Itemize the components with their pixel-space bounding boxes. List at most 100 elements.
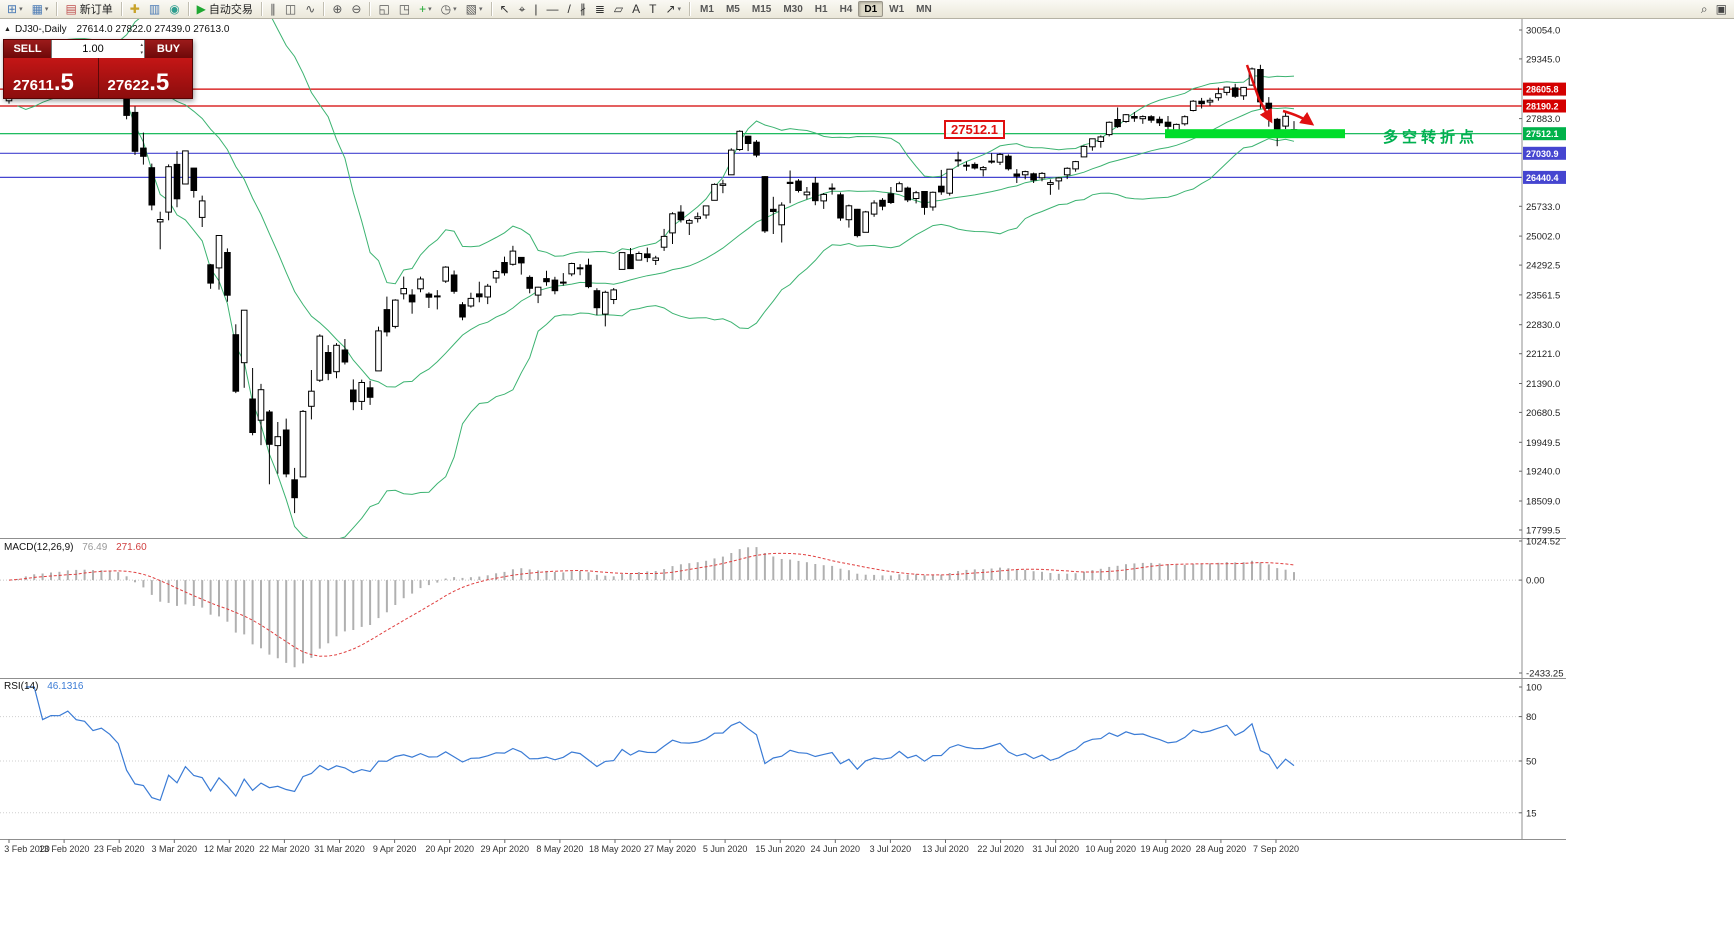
macd-main-value: 76.49 (82, 542, 108, 553)
rsi-panel[interactable]: 100 80 50 15 (0, 683, 1542, 820)
new-chart-button-dropdown-icon[interactable]: ▾ (19, 6, 23, 13)
svg-text:23 Feb 2020: 23 Feb 2020 (94, 844, 145, 854)
pivot-point-annotation[interactable]: 多空转折点 (1383, 129, 1479, 146)
expert-advisors-button[interactable]: ✚ (126, 1, 144, 18)
arrows-tool[interactable]: ↗ ▾ (661, 1, 685, 18)
line-chart-button[interactable]: ∿ (301, 1, 319, 18)
timeframe-m5-button[interactable]: M5 (725, 3, 740, 15)
svg-text:29 Apr 2020: 29 Apr 2020 (481, 844, 530, 854)
annotations-layer[interactable] (1165, 64, 1345, 139)
tile-windows-button[interactable]: ◱ (374, 1, 393, 18)
vertical-line-tool-icon: | (534, 2, 538, 16)
sell-price-frac: .5 (53, 69, 74, 97)
volume-spinner[interactable]: ▴ ▾ (140, 41, 143, 57)
indicators-button-dropdown-icon[interactable]: ▾ (428, 6, 432, 13)
buy-price[interactable]: 27622.5 (99, 58, 193, 98)
rsi-label: RSI(14) (4, 681, 39, 692)
arrows-tool-dropdown-icon[interactable]: ▾ (677, 6, 682, 13)
horizontal-line-tool[interactable]: — (542, 1, 562, 18)
price-callout-annotation[interactable]: 27512.1 (944, 120, 1005, 139)
candles-layer[interactable] (5, 49, 1298, 514)
sell-price-main: 27611 (13, 77, 54, 94)
timeframe-m1-button[interactable]: M1 (700, 3, 714, 15)
templates-button-dropdown-icon[interactable]: ▾ (479, 6, 483, 13)
svg-text:9 Apr 2020: 9 Apr 2020 (373, 844, 417, 854)
svg-text:12 Mar 2020: 12 Mar 2020 (204, 844, 255, 854)
toolbar-separator (323, 2, 325, 16)
label-tool[interactable]: T (645, 1, 660, 18)
chart-ohlc-header: DJ30-,Daily 27614.0 27822.0 27439.0 2761… (15, 24, 229, 35)
svg-text:30054.0: 30054.0 (1526, 26, 1560, 37)
new-chart-button[interactable]: ⊞ ▾ (3, 1, 27, 18)
indicators-button-icon: + (419, 2, 427, 16)
svg-text:7 Sep 2020: 7 Sep 2020 (1253, 844, 1299, 854)
svg-text:8 May 2020: 8 May 2020 (536, 844, 583, 854)
toolbar-separator (120, 2, 122, 16)
cursor-tool[interactable]: ↖ (496, 1, 514, 18)
text-tool[interactable]: A (628, 1, 644, 18)
svg-text:27 May 2020: 27 May 2020 (644, 844, 696, 854)
macd-panel[interactable]: 1024.52 0.00 -2433.25 (0, 537, 1564, 680)
spinner-down-icon[interactable]: ▾ (140, 50, 143, 56)
svg-text:13 Feb 2020: 13 Feb 2020 (39, 844, 90, 854)
search-button[interactable]: ⌕ (1697, 1, 1712, 18)
auto-trading-button[interactable]: ▶ 自动交易 (193, 1, 257, 18)
templates-button[interactable]: ▧ ▾ (462, 1, 487, 18)
text-tool-icon: A (632, 2, 641, 16)
chart-profiles-button-icon: ▦ (31, 2, 43, 16)
trendline-tool-icon: / (567, 2, 571, 16)
chart-profiles-button-dropdown-icon[interactable]: ▾ (44, 6, 49, 13)
community-button[interactable]: ▣ (1712, 1, 1731, 18)
vertical-line-tool[interactable]: | (530, 1, 541, 18)
cascade-windows-button[interactable]: ◳ (395, 1, 414, 18)
timeframe-m15-button[interactable]: M15 (751, 3, 772, 15)
timeframe-d1-button[interactable]: D1 (858, 1, 884, 17)
candlestick-chart-button[interactable]: ◫ (281, 1, 300, 18)
svg-text:-2433.25: -2433.25 (1526, 669, 1564, 680)
fibonacci-tool-icon: ≣ (594, 2, 605, 16)
sell-button[interactable]: SELL (4, 40, 51, 58)
trade-panel-divider (97, 58, 99, 98)
candlestick-chart-button-icon: ◫ (284, 2, 297, 16)
channel-tool[interactable]: ∦ (576, 1, 590, 18)
green-highlight-bar (1165, 129, 1345, 139)
svg-text:18 May 2020: 18 May 2020 (589, 844, 641, 854)
bar-chart-button[interactable]: ∥ (266, 1, 280, 18)
chart-window[interactable]: 30054.0 29345.0 27883.0 25733.0 25002.0 24292… (0, 19, 1566, 860)
fibonacci-tool[interactable]: ≣ (591, 1, 609, 18)
crosshair-tool-icon: ⌖ (518, 2, 526, 16)
one-click-trading-toggle-icon[interactable]: ▲ (4, 26, 11, 33)
timeframe-mn-button[interactable]: MN (916, 3, 932, 15)
indicators-button[interactable]: + ▾ (415, 1, 436, 18)
label-tool-icon: T (649, 2, 657, 16)
bar-chart-button-icon: ∥ (269, 2, 276, 16)
buy-button[interactable]: BUY (145, 40, 192, 58)
timeframe-h1-button[interactable]: H1 (814, 3, 828, 15)
zoom-in-button[interactable]: ⊕ (328, 1, 346, 18)
svg-text:28605.8: 28605.8 (1526, 85, 1559, 95)
zoom-out-button[interactable]: ⊖ (347, 1, 365, 18)
periods-button[interactable]: ◷ ▾ (437, 1, 461, 18)
trendline-tool[interactable]: / (563, 1, 574, 18)
auto-trading-button-icon: ▶ (196, 2, 206, 16)
shapes-tool[interactable]: ▱ (610, 1, 627, 18)
chart-profiles-button[interactable]: ▦ ▾ (28, 1, 53, 18)
panel-separators[interactable] (0, 538, 1566, 840)
timeframe-w1-button[interactable]: W1 (889, 3, 905, 15)
data-window-button[interactable]: ◉ (165, 1, 183, 18)
timeframe-h4-button[interactable]: H4 (839, 3, 853, 15)
rsi-header: RSI(14) 46.1316 (4, 681, 83, 692)
chart-list-button[interactable]: ▥ (145, 1, 164, 18)
periods-button-dropdown-icon[interactable]: ▾ (453, 6, 457, 13)
spinner-up-icon[interactable]: ▴ (140, 42, 143, 48)
volume-input[interactable] (52, 41, 144, 57)
sell-price[interactable]: 27611.5 (4, 58, 98, 98)
crosshair-tool[interactable]: ⌖ (515, 1, 530, 18)
toolbar-separator (689, 2, 691, 16)
price-axis[interactable]: 30054.0 29345.0 27883.0 25733.0 25002.0 24292… (1519, 19, 1566, 840)
chart-canvas[interactable]: 30054.0 29345.0 27883.0 25733.0 25002.0 24292… (0, 19, 1566, 860)
new-order-button[interactable]: ▤ 新订单 (61, 1, 116, 18)
timeframe-m30-button[interactable]: M30 (783, 3, 803, 15)
